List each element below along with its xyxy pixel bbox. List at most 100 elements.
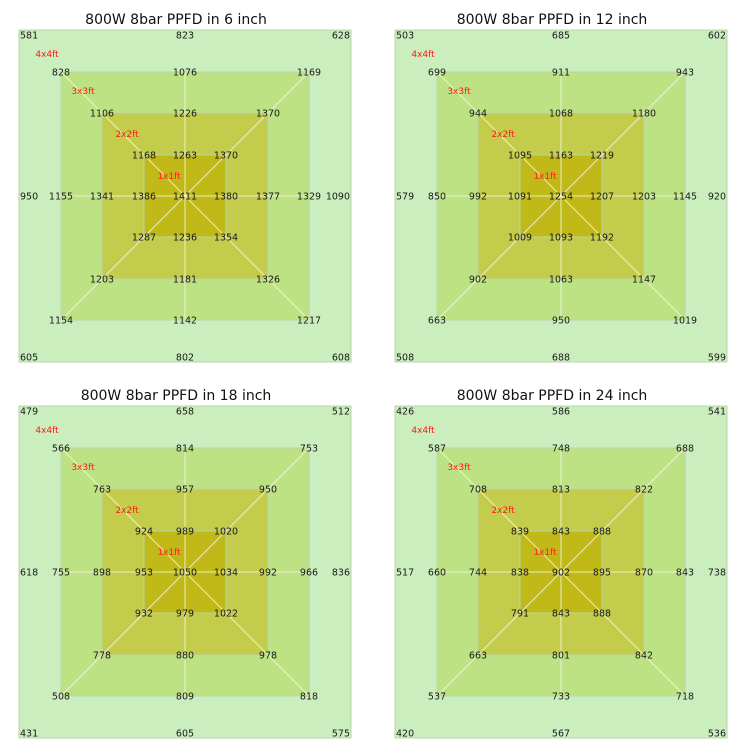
ppfd-value-3x3ft-bl: 663: [428, 316, 446, 327]
zone-label-2x2ft: 2x2ft: [115, 130, 139, 140]
ppfd-value-center: 1411: [173, 192, 197, 203]
ppfd-value-4x4ft-br: 599: [708, 353, 726, 364]
zone-label-2x2ft: 2x2ft: [491, 130, 515, 140]
zone-label-1x1ft: 1x1ft: [533, 172, 557, 182]
ppfd-value-3x3ft-l: 1155: [49, 192, 73, 203]
ppfd-value-2x2ft-r: 992: [259, 568, 277, 579]
ppfd-value-center: 1254: [549, 192, 573, 203]
panel-title: 800W 8bar PPFD in 6 inch: [85, 12, 267, 28]
ppfd-value-1x1ft-tl: 1168: [132, 151, 156, 162]
zone-label-3x3ft: 3x3ft: [447, 463, 471, 473]
ppfd-value-2x2ft-l: 992: [469, 192, 487, 203]
ppfd-value-3x3ft-t: 1076: [173, 68, 197, 79]
ppfd-value-1x1ft-t: 843: [552, 527, 570, 538]
ppfd-value-3x3ft-t: 814: [176, 444, 194, 455]
zone-label-1x1ft: 1x1ft: [533, 548, 557, 558]
ppfd-value-4x4ft-tl: 479: [20, 407, 38, 418]
ppfd-value-3x3ft-b: 809: [176, 692, 194, 703]
ppfd-value-1x1ft-r: 1380: [214, 192, 238, 203]
zone-label-3x3ft: 3x3ft: [447, 87, 471, 97]
ppfd-value-1x1ft-t: 1263: [173, 151, 197, 162]
ppfd-value-2x2ft-br: 1326: [256, 275, 280, 286]
ppfd-value-2x2ft-tr: 950: [259, 485, 277, 496]
ppfd-value-4x4ft-tl: 503: [396, 31, 414, 42]
ppfd-value-1x1ft-b: 843: [552, 609, 570, 620]
ppfd-value-4x4ft-tr: 628: [332, 31, 350, 42]
ppfd-value-2x2ft-br: 1147: [632, 275, 656, 286]
ppfd-value-4x4ft-b: 802: [176, 353, 194, 364]
ppfd-value-2x2ft-r: 1377: [256, 192, 280, 203]
ppfd-value-3x3ft-tl: 699: [428, 68, 446, 79]
ppfd-value-4x4ft-b: 688: [552, 353, 570, 364]
ppfd-value-2x2ft-br: 978: [259, 651, 277, 662]
ppfd-value-1x1ft-bl: 1287: [132, 233, 156, 244]
ppfd-value-1x1ft-l: 838: [511, 568, 529, 579]
ppfd-value-4x4ft-br: 536: [708, 729, 726, 740]
ppfd-panel-2: 800W 8bar PPFD in 12 inch 503 685 602 579 920…: [394, 12, 728, 364]
zone-label-4x4ft: 4x4ft: [411, 50, 435, 60]
zone-label-3x3ft: 3x3ft: [71, 463, 95, 473]
ppfd-value-1x1ft-br: 888: [593, 609, 611, 620]
ppfd-value-2x2ft-r: 870: [635, 568, 653, 579]
ppfd-value-3x3ft-tl: 828: [52, 68, 70, 79]
ppfd-value-4x4ft-br: 575: [332, 729, 350, 740]
ppfd-value-1x1ft-tl: 924: [135, 527, 153, 538]
ppfd-value-2x2ft-t: 813: [552, 485, 570, 496]
ppfd-value-3x3ft-tl: 587: [428, 444, 446, 455]
ppfd-value-2x2ft-bl: 778: [93, 651, 111, 662]
ppfd-value-2x2ft-t: 1226: [173, 109, 197, 120]
ppfd-value-4x4ft-bl: 420: [396, 729, 414, 740]
ppfd-value-4x4ft-tr: 512: [332, 407, 350, 418]
ppfd-value-4x4ft-r: 1090: [326, 192, 350, 203]
ppfd-value-2x2ft-r: 1203: [632, 192, 656, 203]
ppfd-value-4x4ft-l: 950: [20, 192, 38, 203]
panel-title: 800W 8bar PPFD in 24 inch: [457, 388, 648, 404]
ppfd-value-3x3ft-r: 966: [300, 568, 318, 579]
ppfd-value-1x1ft-l: 1386: [132, 192, 156, 203]
ppfd-value-1x1ft-tr: 888: [593, 527, 611, 538]
ppfd-value-3x3ft-tl: 566: [52, 444, 70, 455]
ppfd-value-1x1ft-t: 989: [176, 527, 194, 538]
ppfd-panel-1: 800W 8bar PPFD in 6 inch 581 823 628 950 1090…: [18, 12, 352, 364]
ppfd-value-3x3ft-b: 1142: [173, 316, 197, 327]
zone-label-4x4ft: 4x4ft: [35, 426, 59, 436]
zone-label-1x1ft: 1x1ft: [157, 172, 181, 182]
ppfd-panel-3: 800W 8bar PPFD in 18 inch 479 658 512 618 836…: [18, 388, 352, 740]
ppfd-value-4x4ft-r: 738: [708, 568, 726, 579]
ppfd-value-4x4ft-t: 685: [552, 31, 570, 42]
ppfd-value-1x1ft-l: 1091: [508, 192, 532, 203]
ppfd-value-4x4ft-r: 920: [708, 192, 726, 203]
ppfd-value-2x2ft-l: 898: [93, 568, 111, 579]
ppfd-value-3x3ft-t: 748: [552, 444, 570, 455]
ppfd-value-4x4ft-bl: 508: [396, 353, 414, 364]
ppfd-value-2x2ft-tr: 1180: [632, 109, 656, 120]
ppfd-value-2x2ft-b: 1181: [173, 275, 197, 286]
ppfd-value-1x1ft-bl: 791: [511, 609, 529, 620]
ppfd-value-2x2ft-tr: 1370: [256, 109, 280, 120]
ppfd-value-3x3ft-r: 843: [676, 568, 694, 579]
ppfd-value-1x1ft-b: 1093: [549, 233, 573, 244]
ppfd-value-4x4ft-tr: 602: [708, 31, 726, 42]
ppfd-value-3x3ft-l: 660: [428, 568, 446, 579]
ppfd-value-4x4ft-tl: 426: [396, 407, 414, 418]
ppfd-value-1x1ft-bl: 1009: [508, 233, 532, 244]
ppfd-value-4x4ft-l: 618: [20, 568, 38, 579]
ppfd-value-2x2ft-bl: 663: [469, 651, 487, 662]
zone-label-1x1ft: 1x1ft: [157, 548, 181, 558]
ppfd-value-2x2ft-l: 1341: [90, 192, 114, 203]
ppfd-value-3x3ft-r: 1329: [297, 192, 321, 203]
ppfd-value-3x3ft-bl: 508: [52, 692, 70, 703]
ppfd-value-1x1ft-tr: 1370: [214, 151, 238, 162]
ppfd-value-2x2ft-b: 880: [176, 651, 194, 662]
ppfd-value-2x2ft-t: 1068: [549, 109, 573, 120]
ppfd-value-3x3ft-tr: 1169: [297, 68, 321, 79]
ppfd-value-1x1ft-tl: 839: [511, 527, 529, 538]
ppfd-value-1x1ft-br: 1354: [214, 233, 238, 244]
ppfd-value-3x3ft-br: 818: [300, 692, 318, 703]
ppfd-value-2x2ft-tl: 944: [469, 109, 487, 120]
ppfd-value-4x4ft-l: 579: [396, 192, 414, 203]
ppfd-value-2x2ft-bl: 1203: [90, 275, 114, 286]
ppfd-value-3x3ft-br: 1019: [673, 316, 697, 327]
panel-title: 800W 8bar PPFD in 18 inch: [81, 388, 272, 404]
